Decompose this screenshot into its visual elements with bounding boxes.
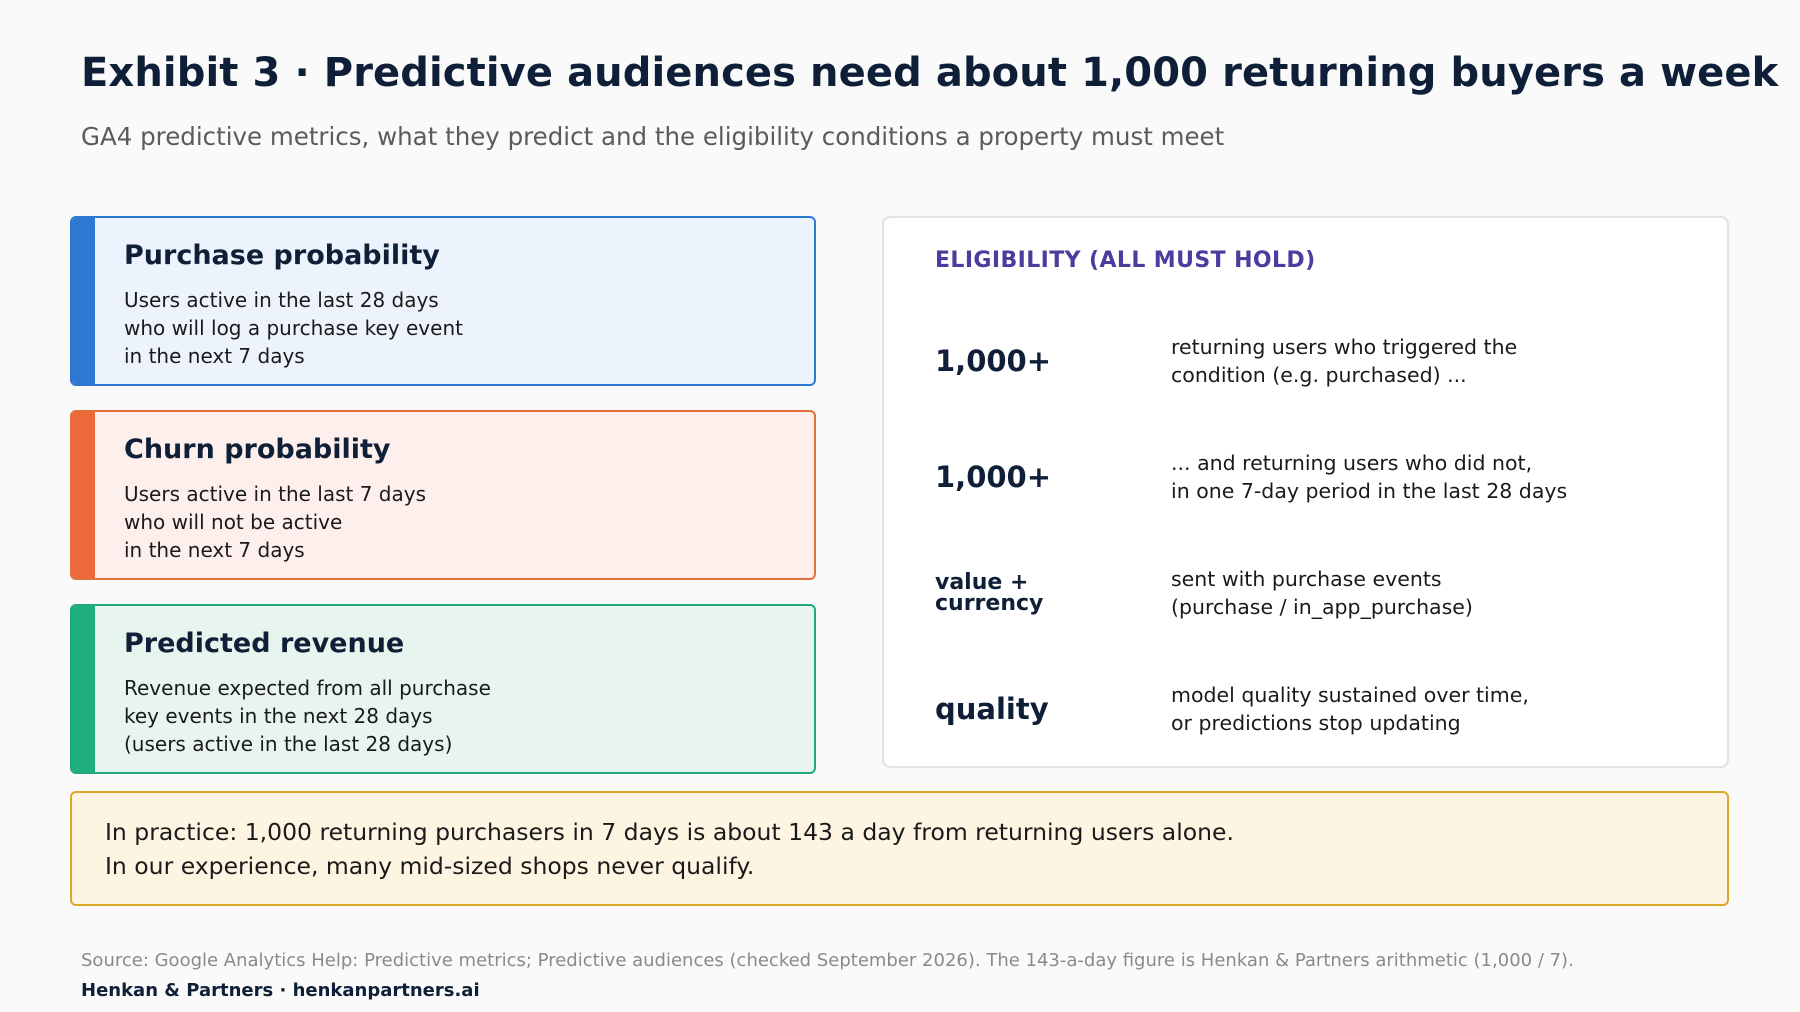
eligibility-panel: ELIGIBILITY (ALL MUST HOLD) 1,000+ retur… (882, 216, 1729, 768)
eligibility-heading: ELIGIBILITY (ALL MUST HOLD) (935, 248, 1316, 273)
eligibility-description-line: (purchase / in_app_purchase) (1171, 595, 1473, 619)
callout-line: In our experience, many mid-sized shops … (105, 852, 755, 880)
eligibility-key: 1,000+ (935, 460, 1052, 494)
metric-description-line: key events in the next 28 days (124, 704, 433, 728)
metric-description-line: who will log a purchase key event (124, 316, 463, 340)
eligibility-row: 1,000+ returning users who triggered the… (884, 326, 1727, 396)
metric-title: Predicted revenue (124, 628, 405, 659)
eligibility-description-line: returning users who triggered the (1171, 335, 1518, 359)
metric-description-line: Users active in the last 28 days (124, 288, 439, 312)
callout-text: In practice: 1,000 returning purchasers … (105, 815, 1234, 883)
eligibility-key-line: currency (935, 591, 1044, 616)
card-accent-stripe (72, 218, 95, 384)
metric-description-line: in the next 7 days (124, 344, 305, 368)
metric-description-line: who will not be active (124, 510, 343, 534)
callout-line: In practice: 1,000 returning purchasers … (105, 818, 1234, 846)
metric-title: Churn probability (124, 434, 391, 465)
eligibility-description-line: in one 7-day period in the last 28 days (1171, 479, 1568, 503)
metric-description-line: Users active in the last 7 days (124, 482, 427, 506)
eligibility-key: 1,000+ (935, 344, 1052, 378)
eligibility-key: quality (935, 692, 1049, 726)
card-accent-stripe (72, 412, 95, 578)
brand-footer: Henkan & Partners · henkanpartners.ai (81, 980, 480, 1001)
source-note: Source: Google Analytics Help: Predictiv… (81, 950, 1574, 971)
eligibility-description-line: sent with purchase events (1171, 567, 1442, 591)
eligibility-key-line: value + (935, 570, 1029, 595)
metric-description: Users active in the last 28 days who wil… (124, 286, 463, 370)
eligibility-description-line: model quality sustained over time, (1171, 683, 1529, 707)
eligibility-description: returning users who triggered the condit… (1171, 333, 1517, 389)
eligibility-row: value + currency sent with purchase even… (884, 558, 1727, 628)
eligibility-row: 1,000+ ... and returning users who did n… (884, 442, 1727, 512)
metric-card-predicted-revenue: Predicted revenue Revenue expected from … (70, 604, 816, 774)
metric-description-line: (users active in the last 28 days) (124, 732, 453, 756)
metric-description: Revenue expected from all purchase key e… (124, 674, 491, 758)
eligibility-description-line: or predictions stop updating (1171, 711, 1461, 735)
card-accent-stripe (72, 606, 95, 772)
metric-description-line: Revenue expected from all purchase (124, 676, 491, 700)
metric-description: Users active in the last 7 days who will… (124, 480, 426, 564)
metric-description-line: in the next 7 days (124, 538, 305, 562)
metric-card-churn-probability: Churn probability Users active in the la… (70, 410, 816, 580)
eligibility-description: model quality sustained over time, or pr… (1171, 681, 1529, 737)
eligibility-description: sent with purchase events (purchase / in… (1171, 565, 1473, 621)
practice-callout: In practice: 1,000 returning purchasers … (70, 791, 1729, 906)
page-subtitle: GA4 predictive metrics, what they predic… (81, 122, 1225, 151)
eligibility-description-line: condition (e.g. purchased) ... (1171, 363, 1467, 387)
page-title: Exhibit 3 · Predictive audiences need ab… (81, 50, 1779, 96)
metric-title: Purchase probability (124, 240, 440, 271)
eligibility-description: ... and returning users who did not, in … (1171, 449, 1567, 505)
eligibility-row: quality model quality sustained over tim… (884, 674, 1727, 744)
metric-card-purchase-probability: Purchase probability Users active in the… (70, 216, 816, 386)
eligibility-key: value + currency (935, 570, 1044, 616)
eligibility-description-line: ... and returning users who did not, (1171, 451, 1533, 475)
